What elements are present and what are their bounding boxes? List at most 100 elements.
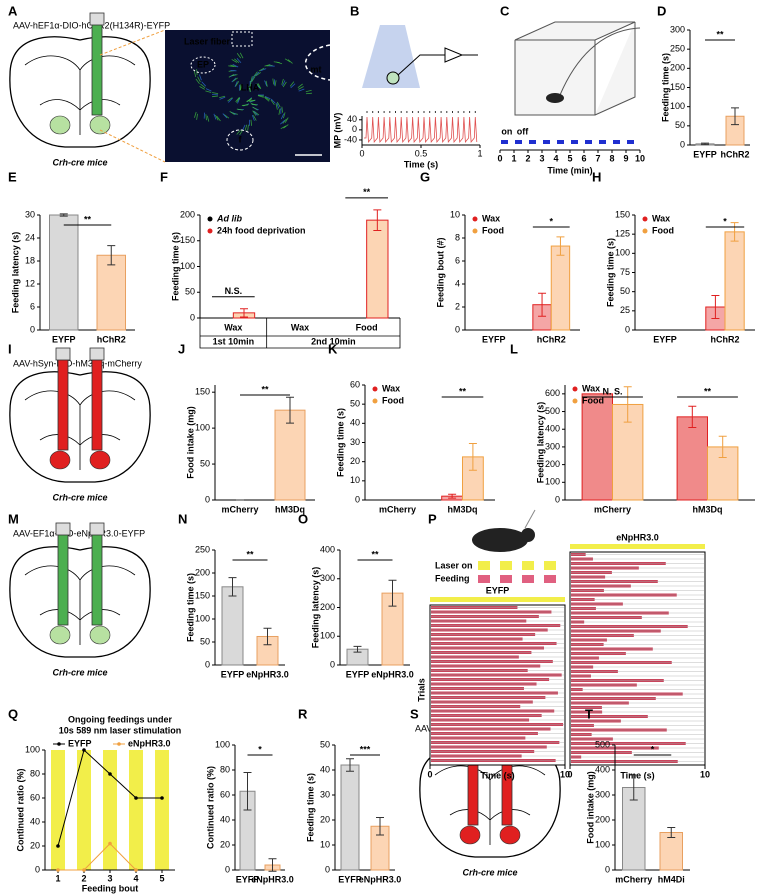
panel-letter: N [178,511,187,526]
fluorescence [252,110,257,116]
y-axis-label: Trials [416,678,426,702]
x-axis-label: Time (s) [480,770,514,780]
injection-site [49,115,71,135]
error-bar [538,292,547,317]
fluorescence [284,58,291,63]
significance-label: N.S. [225,286,243,296]
x-tick-label: 7 [595,153,600,163]
y-tick-label: 40 [220,814,230,824]
on-label: on [501,126,512,136]
y-tick-label: 100 [195,423,210,433]
panel-letter: Q [8,706,18,721]
fluorescence [205,90,212,93]
fluorescence [250,76,253,83]
y-tick-label: 250 [670,44,685,54]
fluorescence [258,67,265,72]
y-tick-label: 0 [330,659,335,669]
fluorescence [281,78,284,85]
x-tick-label: 0 [497,153,502,163]
histology-image [165,30,330,162]
legend-label: Wax [382,383,400,393]
fluorescence [298,86,304,90]
fiber [57,354,69,451]
fluorescence [283,112,286,119]
x-tick-label: 5 [159,873,164,883]
fiber [91,529,103,626]
series-line [58,842,137,871]
fluorescence [253,110,258,116]
fluorescence [214,114,219,121]
group-label: 2nd 10min [311,336,356,346]
legend-marker [472,216,478,222]
x-tick-label: mCherry [615,874,652,884]
x-tick-label: eNpHR3.0 [246,669,289,679]
y-axis-label: Feeding latency (s) [10,232,20,314]
y-tick-label: 50 [620,286,630,296]
legend-label: Food [652,225,674,235]
significance-label: N. S. [602,386,622,396]
y-tick-label: 10 [450,209,460,219]
group-label: eNpHR3.0 [616,532,659,542]
x-tick-label: eNpHR3.0 [359,874,402,884]
fluorescence [223,114,230,119]
significance-label: ** [371,549,379,559]
fluorescence [239,84,243,91]
fluorescence [264,96,271,101]
laser-pulse [557,140,564,144]
y-tick-label: 300 [595,789,610,799]
error-bar [59,213,68,217]
y-tick-label: 400 [545,424,560,434]
laser-pulse [599,140,606,144]
error-bar [376,817,384,836]
fluorescence [257,83,262,90]
fluorescence [249,80,252,88]
y-tick-label: 0 [625,324,630,334]
fluorescence [298,88,305,92]
y-tick-label: 100 [195,613,210,623]
y-tick-label: 150 [670,82,685,92]
injection-site [459,825,481,845]
fluorescence [276,101,281,108]
y-tick-label: 0 [190,312,195,322]
legend-marker [642,216,648,222]
y-tick-label: 75 [620,267,630,277]
significance-label: * [723,216,727,226]
y-tick-label: 4 [455,278,460,288]
error-bar [346,758,354,772]
x-tick-label: 8 [609,153,614,163]
fluorescence [231,77,237,83]
feeding-block [478,575,490,583]
fluorescence [244,124,248,131]
fluorescence [236,97,240,103]
y-tick-label: 40 [320,764,330,774]
construct-label: AAV-hSyn-DIO-hM3Dq-mCherry [13,358,142,368]
y-tick-label: 300 [670,24,685,34]
y-tick-label: 100 [25,744,40,754]
x-tick-label: 10 [560,769,570,779]
fluorescence [282,118,287,124]
fluorescence [237,97,241,104]
fluorescence [275,103,278,110]
membrane-trace [364,116,478,144]
y-tick-label: 150 [180,235,195,245]
error-bar [718,435,727,459]
fluorescence [253,111,260,116]
x-tick-label: eNpHR3.0 [371,669,414,679]
fluorescence [287,59,293,64]
laser-block [478,561,490,570]
fluorescence [231,74,238,77]
x-tick-label: 1 [55,873,60,883]
injection-site [89,115,111,135]
significance-label: * [651,744,655,754]
y-tick-label: 20 [350,456,360,466]
bar [221,586,244,666]
fluorescence [205,88,212,92]
fluorescence [246,98,252,102]
fluorescence [265,80,268,87]
fluorescence [278,108,281,115]
y-tick-label: 300 [320,573,335,583]
stimulation-band [129,750,143,870]
mouse-label: Crh-cre mice [52,667,107,677]
zoom-line [99,129,166,163]
fluorescence [219,95,226,98]
